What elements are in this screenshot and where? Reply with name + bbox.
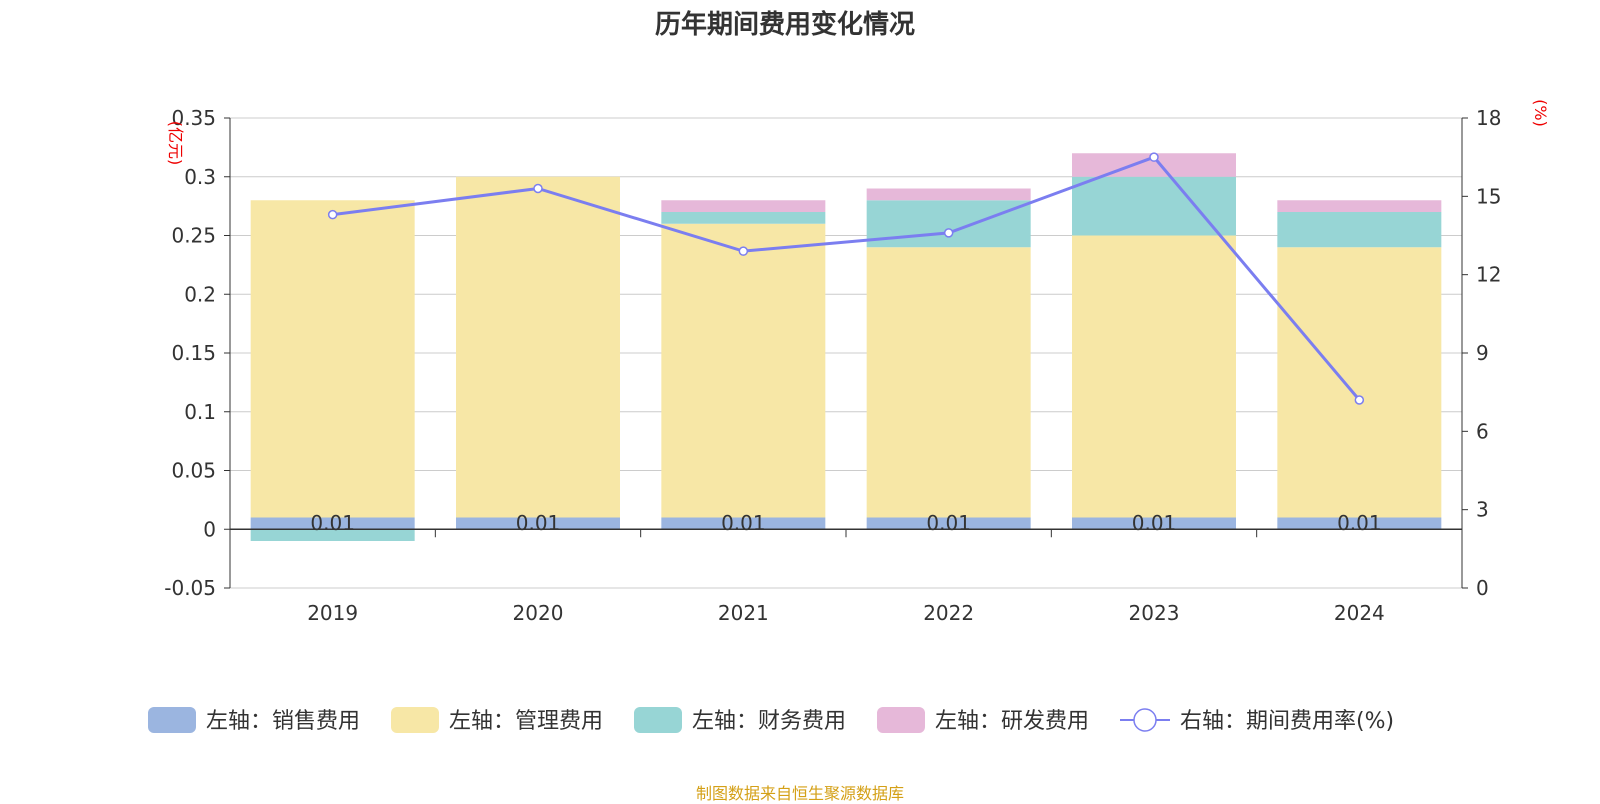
right-tick-label: 12 xyxy=(1476,263,1501,287)
bar-sales-2019 xyxy=(250,517,415,530)
right-tick-label: 3 xyxy=(1476,498,1489,522)
bar-admin-2023 xyxy=(1072,235,1236,518)
labels-layer: 0.01 0.01 0.01 0.01 0.01 0.01 xyxy=(310,511,1381,535)
sales-data-label: 0.01 xyxy=(516,511,561,535)
x-tick-label: 2020 xyxy=(513,601,564,625)
left-tick-label: 0.05 xyxy=(171,459,216,483)
legend-label-rd: 左轴：研发费用 xyxy=(935,709,1089,734)
ratio-point-2024 xyxy=(1354,395,1365,405)
bar-rd-2021 xyxy=(661,200,826,212)
axes-layer: -0.05 0 0.05 0.1 0.15 0.2 0.25 0.3 0.35 0 3 6 9 12 15 1… xyxy=(164,99,1550,625)
grid-layer xyxy=(230,117,1462,589)
bar-sales-2022 xyxy=(866,517,1031,530)
bar-finance-2022 xyxy=(866,200,1031,248)
legend-swatch-finance xyxy=(634,707,682,733)
bar-admin-2021 xyxy=(661,223,826,518)
bar-admin-2024 xyxy=(1277,247,1442,518)
sales-data-label: 0.01 xyxy=(310,511,355,535)
legend-label-finance: 左轴：财务费用 xyxy=(692,709,846,734)
right-tick-label: 0 xyxy=(1476,576,1489,600)
ratio-point-2020 xyxy=(533,183,543,194)
left-tick-label: 0 xyxy=(203,517,216,541)
left-tick-label: 0.1 xyxy=(184,400,216,424)
bar-admin-2019 xyxy=(250,200,415,518)
left-tick-label: -0.05 xyxy=(164,576,216,600)
left-tick-label: 0.15 xyxy=(171,341,216,365)
left-tick-label: 0.3 xyxy=(184,165,216,189)
legend-label-ratio: 右轴：期间费用率(%) xyxy=(1180,709,1394,734)
ratio-point-2019 xyxy=(327,209,338,220)
right-tick-label: 9 xyxy=(1476,341,1489,365)
left-axis-unit: (亿元) xyxy=(166,121,185,166)
sales-data-label: 0.01 xyxy=(926,511,971,535)
bar-sales-2023 xyxy=(1072,517,1236,530)
x-tick-label: 2019 xyxy=(307,601,358,625)
legend-swatch-sales xyxy=(148,707,196,733)
bar-rd-2022 xyxy=(866,188,1031,201)
left-tick-label: 0.2 xyxy=(184,282,216,306)
bar-finance-2021 xyxy=(661,212,826,224)
bar-finance-2024 xyxy=(1277,212,1442,248)
x-tick-label: 2023 xyxy=(1129,601,1180,625)
left-tick-label: 0.35 xyxy=(171,106,216,130)
bar-sales-2020 xyxy=(456,517,620,530)
bar-admin-2022 xyxy=(866,247,1031,518)
legend-item-rd[interactable]: 左轴：研发费用 xyxy=(877,707,1089,734)
left-tick-label: 0.25 xyxy=(171,224,216,248)
source-note: 制图数据来自恒生聚源数据库 xyxy=(695,784,904,803)
x-tick-label: 2022 xyxy=(923,601,974,625)
legend-item-sales[interactable]: 左轴：销售费用 xyxy=(148,707,360,734)
chart-title: 历年期间费用变化情况 xyxy=(654,10,915,40)
legend-item-finance[interactable]: 左轴：财务费用 xyxy=(634,707,846,734)
sales-data-label: 0.01 xyxy=(1132,511,1177,535)
chart-canvas: -0.05 0 0.05 0.1 0.15 0.2 0.25 0.3 0.35 0 3 6 9 12 15 1… xyxy=(148,99,1550,734)
x-tick-label: 2024 xyxy=(1334,601,1385,625)
x-tick-label: 2021 xyxy=(718,601,769,625)
ratio-point-2021 xyxy=(738,246,749,256)
sales-data-label: 0.01 xyxy=(721,511,766,535)
ratio-point-2023 xyxy=(1149,152,1159,162)
legend-label-admin: 左轴：管理费用 xyxy=(449,709,603,734)
legend[interactable]: 左轴：销售费用 左轴：管理费用 左轴：财务费用 左轴：研发费用 右轴：期间费用率(%) xyxy=(148,707,1394,734)
legend-label-sales: 左轴：销售费用 xyxy=(206,709,360,734)
ratio-point-2022 xyxy=(943,228,954,238)
right-tick-label: 15 xyxy=(1476,184,1501,208)
legend-swatch-rd xyxy=(877,707,925,733)
right-tick-label: 6 xyxy=(1476,419,1489,443)
legend-swatch-admin xyxy=(391,707,439,733)
right-axis-unit: (%) xyxy=(1531,99,1550,127)
bar-finance-2023 xyxy=(1072,176,1236,236)
bar-sales-2024 xyxy=(1277,517,1442,530)
bar-sales-2021 xyxy=(661,517,826,530)
sales-data-label: 0.01 xyxy=(1337,511,1382,535)
bars-layer xyxy=(250,153,1442,541)
line-layer xyxy=(327,152,1365,405)
bar-finance-2019 xyxy=(250,529,415,541)
legend-item-ratio[interactable]: 右轴：期间费用率(%) xyxy=(1120,708,1394,734)
bar-admin-2020 xyxy=(456,176,620,518)
right-tick-label: 18 xyxy=(1476,106,1501,130)
ratio-line xyxy=(332,155,1361,401)
legend-line-marker xyxy=(1133,708,1157,732)
bar-rd-2024 xyxy=(1277,200,1442,212)
legend-item-admin[interactable]: 左轴：管理费用 xyxy=(391,707,603,734)
